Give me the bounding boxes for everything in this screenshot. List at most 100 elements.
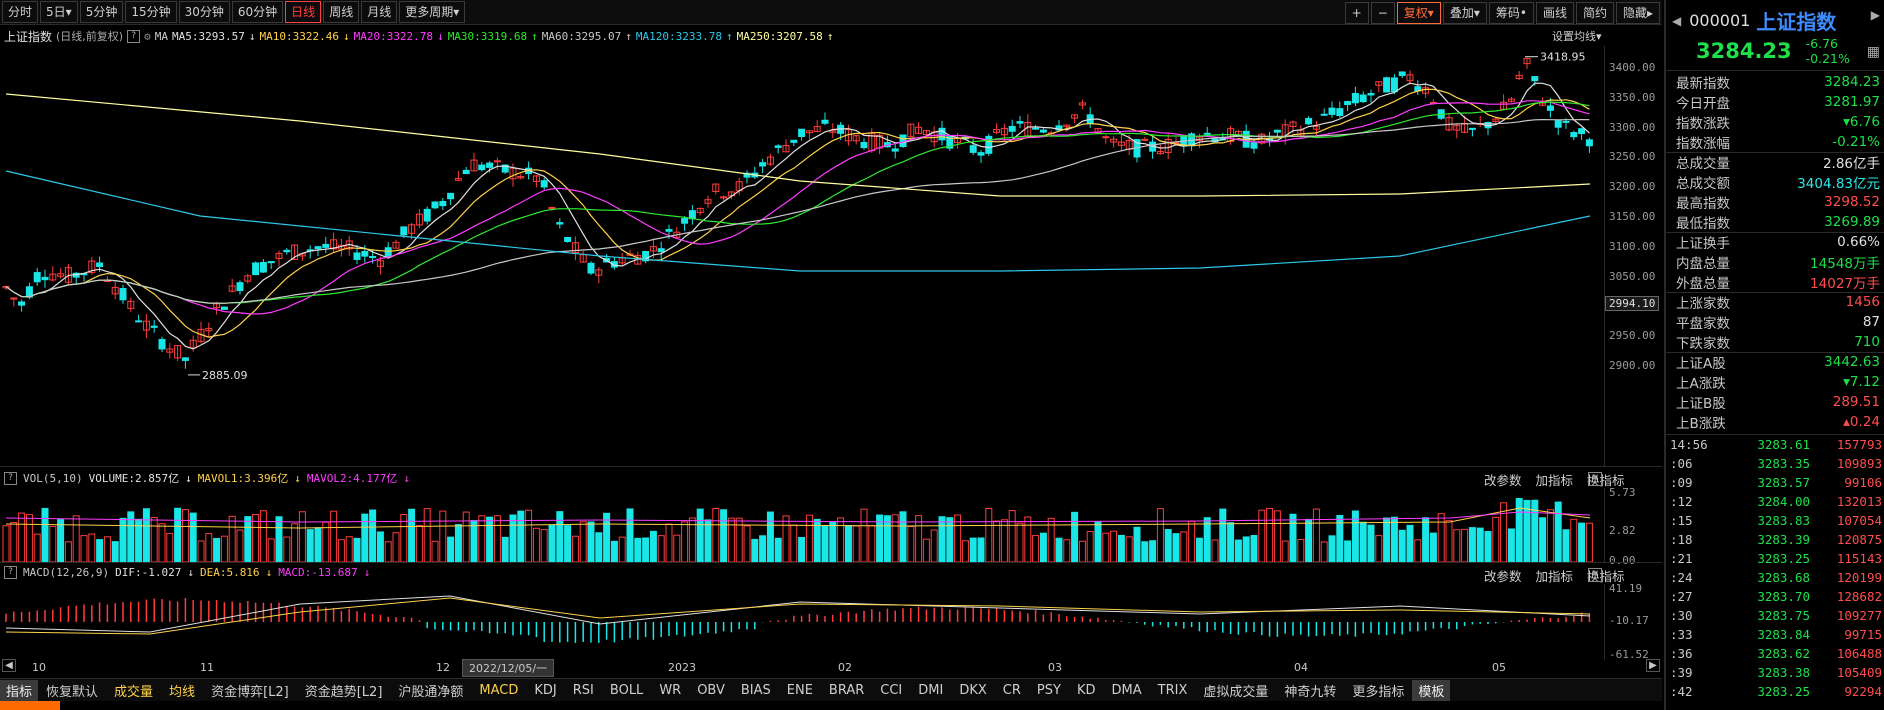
change-value: -6.76 — [1805, 36, 1838, 51]
indicator-tab[interactable]: KD — [1076, 682, 1096, 698]
prev-stock-icon[interactable]: ◀ — [1672, 13, 1682, 28]
panel-tool-button[interactable]: 换指标 — [1587, 569, 1625, 584]
tool-button[interactable]: + — [1344, 2, 1369, 24]
indicator-tab[interactable]: 资金博弈[L2] — [211, 684, 289, 700]
volume-bar — [509, 514, 517, 562]
volume-title: VOL(5,10) — [23, 471, 83, 485]
volume-bar — [1172, 533, 1180, 562]
ma-arrow: ↑ — [726, 29, 733, 43]
period-tab[interactable]: 月线 — [361, 1, 398, 23]
volume-bar — [135, 518, 143, 562]
candle-body — [142, 320, 150, 331]
indicator-tab[interactable]: TRIX — [1157, 682, 1188, 698]
indicator-tab[interactable]: DMI — [918, 682, 944, 698]
tool-button[interactable]: 画线 — [1535, 2, 1574, 24]
period-tab[interactable]: 日线 — [285, 1, 322, 23]
period-tab[interactable]: 60分钟 — [231, 1, 284, 23]
indicator-tab[interactable]: DKX — [959, 682, 987, 698]
indicator-tab[interactable]: CR — [1002, 682, 1021, 698]
stat-row: 下跌家数 710 — [1676, 332, 1880, 352]
candle-body — [1507, 98, 1515, 102]
indicator-tab[interactable]: OBV — [697, 682, 725, 698]
candle-body — [571, 242, 579, 254]
indicator-tab[interactable]: BRAR — [828, 682, 865, 698]
indicator-tab[interactable]: DMA — [1111, 682, 1142, 698]
indicator-tab[interactable]: CCI — [880, 682, 903, 698]
candle-body — [532, 175, 540, 182]
period-tab[interactable]: 周线 — [323, 1, 360, 23]
period-toolbar: 分时 5日▾ 5分钟 15分钟 30分钟 60分钟 日线 周线 月线 更多周期▾ + − 复权▾ 叠加▾… — [0, 0, 1662, 25]
panel-tool-button[interactable]: 加指标 — [1535, 473, 1574, 488]
indicator-tab[interactable]: KDJ — [534, 682, 557, 698]
period-tab[interactable]: 更多周期▾ — [399, 1, 466, 23]
tick-t: 14:56 — [1670, 437, 1708, 452]
tick-row: :33 3283.84 99715 — [1670, 627, 1882, 646]
stock-code: 000001 — [1689, 11, 1751, 30]
candle-body — [1328, 107, 1336, 115]
tool-button[interactable]: − — [1370, 2, 1395, 24]
candlestick-chart[interactable]: 3418.95 2885.09 — [0, 46, 1604, 466]
candle-body — [1032, 127, 1040, 130]
tool-button[interactable]: 复权▾ — [1396, 2, 1441, 24]
indicator-tab[interactable]: ENE — [786, 682, 813, 698]
indicator-tab[interactable]: 均线 — [169, 684, 196, 700]
settings-icon[interactable]: ⚙ — [144, 29, 151, 43]
candle-body — [1546, 105, 1554, 111]
indicator-tab[interactable]: PSY — [1036, 682, 1061, 698]
candle-body — [704, 199, 712, 204]
help-icon[interactable]: ? — [127, 29, 141, 43]
indicator-tab[interactable]: BOLL — [609, 682, 644, 698]
indicator-tab[interactable]: 恢复默认 — [46, 684, 99, 700]
indicator-tab[interactable]: 指标 — [0, 679, 39, 701]
tool-button[interactable]: 简约 — [1575, 2, 1614, 24]
indicator-tab[interactable]: MACD — [479, 682, 519, 698]
stat-row: 上证A股 3442.63 — [1676, 352, 1880, 372]
ma-settings-button[interactable]: 设置均线▾ — [1552, 30, 1602, 43]
period-tab[interactable]: 5日▾ — [40, 1, 78, 23]
scroll-left-icon[interactable]: ◀ — [2, 659, 16, 672]
next-stock-icon[interactable]: ▶ — [1870, 8, 1880, 22]
volume-bar — [1351, 510, 1359, 562]
indicator-tab[interactable]: 成交量 — [114, 684, 154, 700]
indicator-tab[interactable]: 沪股通净额 — [398, 684, 464, 700]
indicator-tab[interactable]: WR — [659, 682, 682, 698]
tool-button[interactable]: 隐藏▸ — [1615, 2, 1660, 24]
adjust-mode[interactable]: (日线,前复权) — [56, 30, 124, 43]
volume-bar — [564, 525, 572, 562]
period-tab[interactable]: 5分钟 — [79, 1, 124, 23]
price-tick: 3100.00 — [1609, 239, 1656, 253]
indicator-tab[interactable]: 资金趋势[L2] — [304, 684, 383, 700]
candle-body — [1375, 81, 1383, 86]
panel-tool-button[interactable]: 加指标 — [1535, 569, 1574, 584]
panel-tool-button[interactable]: 改参数 — [1484, 473, 1522, 488]
volume-bar — [501, 536, 509, 562]
close-icon[interactable]: ✕ — [1588, 472, 1602, 486]
indicator-tab[interactable]: RSI — [572, 682, 594, 698]
volume-value: VOLUME:2.857亿 — [88, 472, 180, 485]
volume-chart[interactable] — [0, 488, 1604, 562]
help-icon[interactable]: ? — [4, 566, 17, 579]
indicator-tab[interactable]: BIAS — [740, 682, 771, 698]
tool-button[interactable]: 叠加▾ — [1442, 2, 1487, 24]
volume-bar — [205, 533, 213, 562]
price-tick: 2950.00 — [1609, 329, 1656, 343]
period-tab[interactable]: 15分钟 — [125, 1, 177, 23]
candle-body — [314, 246, 322, 250]
help-icon[interactable]: ? — [4, 471, 17, 485]
period-tab[interactable]: 分时 — [2, 1, 39, 23]
indicator-tab[interactable]: 模板 — [1412, 679, 1451, 701]
panel-tool-button[interactable]: 换指标 — [1587, 473, 1625, 488]
indicator-tab[interactable]: 更多指标 — [1352, 684, 1405, 700]
scroll-right-icon[interactable]: ▶ — [1646, 659, 1660, 672]
indicator-tab[interactable]: 神奇九转 — [1284, 684, 1337, 700]
stat-label: 今日开盘 — [1676, 96, 1730, 112]
period-tab[interactable]: 30分钟 — [178, 1, 230, 23]
close-icon[interactable]: ✕ — [1588, 568, 1602, 582]
volume-bar — [837, 517, 845, 562]
panel-tool-button[interactable]: 改参数 — [1484, 569, 1522, 584]
indicator-tab[interactable]: 虚拟成交量 — [1203, 684, 1269, 700]
candle-body — [696, 207, 704, 214]
tool-button[interactable]: 筹码• — [1488, 2, 1534, 24]
macd-chart[interactable] — [0, 584, 1604, 660]
chart-icon[interactable]: ▦ — [1866, 44, 1880, 60]
